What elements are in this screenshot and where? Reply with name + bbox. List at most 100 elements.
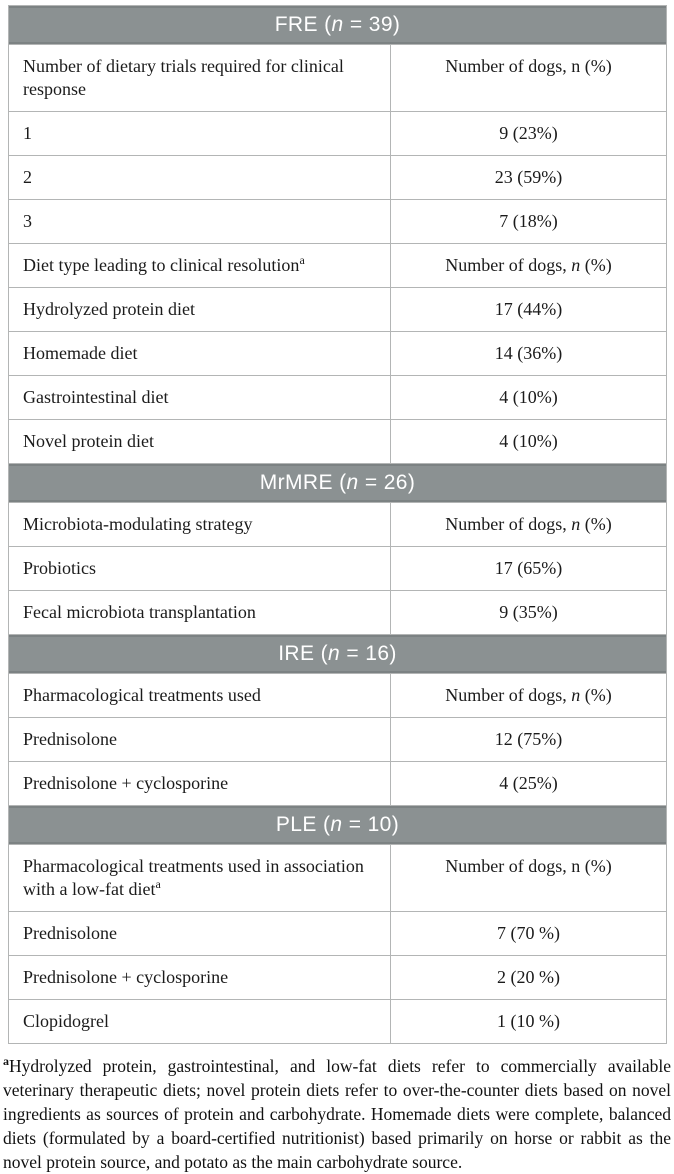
text-segment: MrMRE ( [259,471,347,494]
row-value-cell: 23 (59%) [389,155,668,200]
text-segment: 3 [23,211,32,231]
text-segment: n [346,471,359,494]
row-value-cell: 9 (35%) [389,590,668,635]
text-segment: n [330,813,343,836]
text-segment: 4 (10%) [499,387,558,407]
text-segment: 23 (59%) [494,167,563,187]
table-row: Prednisolone 12 (75%) [8,717,668,762]
text-segment: Number of dogs, n (%) [445,856,612,876]
text-segment: Hydrolyzed protein diet [23,299,195,319]
text-segment: Gastrointestinal diet [23,387,169,407]
row-label-cell: Prednisolone + cyclosporine [8,761,391,806]
row-label-cell: Homemade diet [8,331,391,376]
row-value-cell: 9 (23%) [389,111,668,156]
text-segment: PLE ( [275,813,331,836]
data-table: FRE (n = 39) Number of dietary trials req… [7,5,668,1044]
table-row: 1 9 (23%) [8,111,668,156]
row-label-cell: Pharmacological treatments used [8,673,391,718]
table-row: Novel protein diet 4 (10%) [8,419,668,464]
text-segment: 4 (10%) [499,431,558,451]
row-label-cell: 2 [8,155,391,200]
section-header-title: FRE (n = 39) [7,5,668,45]
row-label-cell: Novel protein diet [8,419,391,464]
text-segment: Number of dogs, [445,514,572,534]
text-segment: Microbiota-modulating strategy [23,514,253,534]
text-segment: = 10) [342,813,400,836]
text-segment: Diet type leading to clinical resolution [23,255,300,275]
superscript-marker: a [299,253,305,267]
table-body: FRE (n = 39) Number of dietary trials req… [7,5,668,1044]
text-segment: (%) [580,514,612,534]
text-segment: 12 (75%) [494,729,563,749]
text-segment: Fecal microbiota transplantation [23,602,256,622]
row-value-cell: Number of dogs, n (%) [389,502,668,547]
row-label-cell: Gastrointestinal diet [8,375,391,420]
text-segment: IRE ( [278,642,329,665]
text-segment: n [571,255,581,275]
row-label-cell: Clopidogrel [8,999,391,1044]
row-value-cell: 4 (10%) [389,419,668,464]
row-label-cell: Pharmacological treatments used in assoc… [8,844,391,912]
row-value-cell: Number of dogs, n (%) [389,44,668,112]
table-row: Microbiota-modulating strategy Number of … [8,502,668,547]
row-label-cell: 3 [8,199,391,244]
text-segment: Number of dogs, [445,255,572,275]
table-row: Probiotics 17 (65%) [8,546,668,591]
row-value-cell: 17 (65%) [389,546,668,591]
table-row: Number of dietary trials required for cl… [8,44,668,112]
table-row: Gastrointestinal diet 4 (10%) [8,375,668,420]
row-value-cell: 14 (36%) [389,331,668,376]
row-label-cell: Number of dietary trials required for cl… [8,44,391,112]
text-segment: 7 (18%) [499,211,558,231]
table-row: Prednisolone + cyclosporine 4 (25%) [8,761,668,806]
text-segment: 9 (23%) [499,123,558,143]
section-header-title: MrMRE (n = 26) [7,463,668,503]
table-row: Hydrolyzed protein diet 17 (44%) [8,287,668,332]
text-segment: = 39) [343,13,401,36]
table-row: Homemade diet 14 (36%) [8,331,668,376]
table-row: Pharmacological treatments used Number of… [8,673,668,718]
text-segment: Hydrolyzed protein, gastrointestinal, an… [3,1056,671,1172]
row-value-cell: Number of dogs, n (%) [389,673,668,718]
row-value-cell: 12 (75%) [389,717,668,762]
section-header-title: IRE (n = 16) [7,634,668,674]
row-value-cell: Number of dogs, n (%) [389,844,668,912]
text-segment: n [571,685,581,705]
text-segment: 17 (65%) [494,558,563,578]
text-segment: n [571,514,581,534]
text-segment: 14 (36%) [494,343,563,363]
text-segment: 1 (10 %) [497,1011,560,1031]
superscript-marker: a [3,1054,9,1069]
row-value-cell: 2 (20 %) [389,955,668,1000]
table-row: Clopidogrel 1 (10 %) [8,999,668,1044]
table-row: Prednisolone 7 (70 %) [8,911,668,956]
text-segment: FRE ( [274,13,332,36]
text-segment: 2 [23,167,32,187]
row-value-cell: 17 (44%) [389,287,668,332]
row-value-cell: Number of dogs, n (%) [389,243,668,288]
row-value-cell: 4 (10%) [389,375,668,420]
table-row: Prednisolone + cyclosporine 2 (20 %) [8,955,668,1000]
text-segment: Clopidogrel [23,1011,109,1031]
table-row: Fecal microbiota transplantation 9 (35%) [8,590,668,635]
section-header-title: PLE (n = 10) [7,805,668,845]
text-segment: 2 (20 %) [497,967,560,987]
text-segment: 4 (25%) [499,773,558,793]
row-label-cell: Hydrolyzed protein diet [8,287,391,332]
text-segment: 9 (35%) [499,602,558,622]
text-segment: Novel protein diet [23,431,154,451]
row-value-cell: 4 (25%) [389,761,668,806]
section-header-row-MrMRE: MrMRE (n = 26) [7,463,668,503]
text-segment: Prednisolone + cyclosporine [23,773,229,793]
table-row: Pharmacological treatments used in assoc… [8,844,668,912]
table-row: 3 7 (18%) [8,199,668,244]
row-value-cell: 1 (10 %) [389,999,668,1044]
text-segment: (%) [580,255,612,275]
text-segment: Pharmacological treatments used [23,685,261,705]
text-segment: Prednisolone + cyclosporine [23,967,229,987]
text-segment: Number of dogs, [445,685,572,705]
row-label-cell: Microbiota-modulating strategy [8,502,391,547]
table-row: Diet type leading to clinical resolution… [8,243,668,288]
row-value-cell: 7 (18%) [389,199,668,244]
